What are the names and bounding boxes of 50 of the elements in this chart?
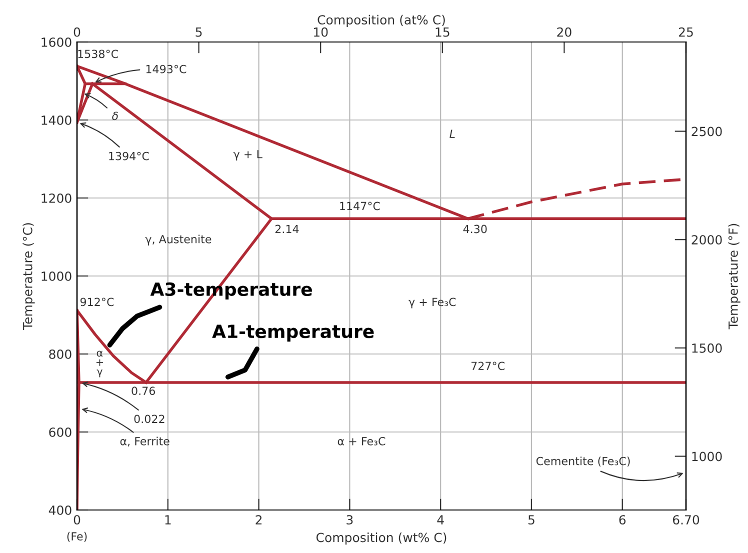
y2-tick-label: 1500 xyxy=(692,343,722,353)
annotation: γ, Austenite xyxy=(145,234,212,246)
annotation: 4.30 xyxy=(463,224,487,234)
y2-tick-label: 2000 xyxy=(692,235,722,245)
x2-tick-label: 10 xyxy=(314,27,328,37)
x-tick-label: 0 xyxy=(74,515,80,525)
annotation: 0.76 xyxy=(132,386,156,396)
x2-tick-label: 15 xyxy=(436,28,450,37)
y-tick-label: 800 xyxy=(49,349,72,359)
annotation: 0.022 xyxy=(134,414,164,424)
x2-axis-title: Composition (at% C) xyxy=(318,14,445,27)
y-tick-label: 1200 xyxy=(42,193,72,203)
x-tick-label: 6 xyxy=(619,515,626,525)
text: (Fe) xyxy=(67,532,87,542)
y-tick-label: 1400 xyxy=(42,115,72,125)
annotation: 912°C xyxy=(80,298,114,306)
annotation: Cementite (Fe₃C) xyxy=(536,456,630,467)
annotation: 1394°C xyxy=(109,152,149,160)
x2-tick-label: 25 xyxy=(678,27,693,37)
annotation: 2.14 xyxy=(275,224,299,234)
x2-tick-label: 5 xyxy=(196,28,202,37)
annotation: A1-temperature xyxy=(212,324,374,342)
annotation: L xyxy=(450,130,455,138)
y-tick-label: 1600 xyxy=(42,37,72,47)
annotation: γ + L xyxy=(233,150,262,160)
y2-axis-title: Temperature (°F) xyxy=(728,224,740,330)
y2-tick-label: 1000 xyxy=(692,452,722,462)
x-tick-label: 2 xyxy=(256,515,262,524)
annotation: 1147°C xyxy=(340,202,380,210)
annotation: 1538°C xyxy=(78,50,118,58)
y-tick-label: 600 xyxy=(49,427,72,437)
x-tick-label: 1 xyxy=(165,515,171,524)
annotation: 1493°C xyxy=(146,64,186,74)
x-tick-label: 4 xyxy=(437,515,444,524)
annotation: α + γ xyxy=(96,350,103,378)
x-tick-label: 3 xyxy=(346,515,353,525)
x-tick-label: 5 xyxy=(528,515,534,525)
x2-tick-label: 0 xyxy=(74,27,80,37)
annotation: α + Fe₃C xyxy=(338,436,386,446)
x-tick-label: 6.70 xyxy=(672,515,700,525)
y-tick-label: 1000 xyxy=(42,271,72,281)
y-axis-title: Temperature (°C) xyxy=(22,223,35,330)
x2-tick-label: 20 xyxy=(557,27,572,37)
annotation: α, Ferrite xyxy=(120,436,170,446)
y-tick-label: 400 xyxy=(48,505,72,515)
annotation: δ xyxy=(112,112,118,120)
y2-tick-label: 2500 xyxy=(692,126,722,136)
annotation: 727°C xyxy=(472,362,505,370)
annotation: γ + Fe₃C xyxy=(408,298,456,308)
x-axis-title: Composition (wt% C) xyxy=(316,532,446,545)
